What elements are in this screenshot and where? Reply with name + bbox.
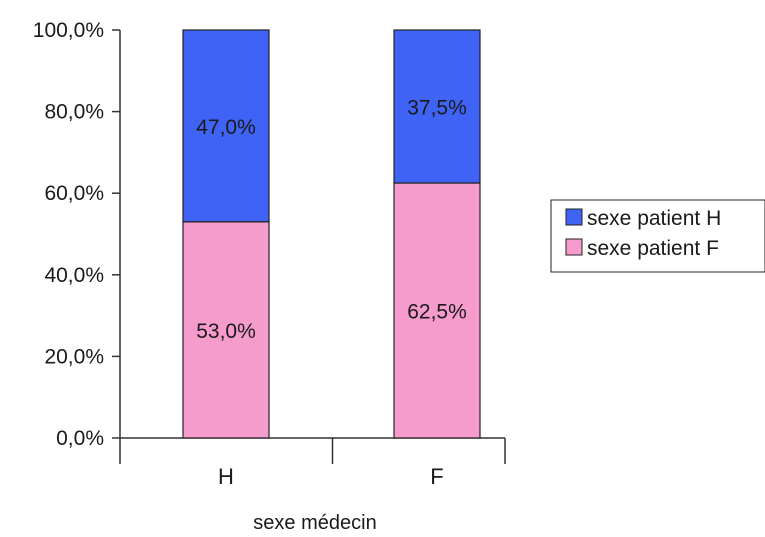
y-tick-label: 80,0% bbox=[44, 101, 104, 124]
x-axis-title: sexe médecin bbox=[253, 512, 376, 534]
x-tick-label: F bbox=[430, 464, 443, 489]
legend: sexe patient H sexe patient F bbox=[550, 199, 765, 273]
data-label: 37,5% bbox=[407, 97, 467, 120]
y-tick-label: 0,0% bbox=[56, 427, 104, 450]
legend-label: sexe patient F bbox=[587, 237, 719, 260]
legend-box bbox=[550, 199, 765, 273]
bar-segment bbox=[182, 221, 270, 439]
bar-segment bbox=[393, 182, 481, 439]
data-label: 62,5% bbox=[407, 301, 467, 324]
y-tick-label: 20,0% bbox=[44, 345, 104, 368]
y-tick-label: 40,0% bbox=[44, 264, 104, 287]
legend-label: sexe patient H bbox=[587, 207, 721, 230]
data-label: 53,0% bbox=[196, 320, 256, 343]
y-tick-label: 100,0% bbox=[33, 19, 104, 42]
bar-segment bbox=[182, 29, 270, 223]
x-tick-label: H bbox=[218, 464, 234, 489]
bar-segment bbox=[393, 29, 481, 184]
y-tick-label: 60,0% bbox=[44, 182, 104, 205]
data-label: 47,0% bbox=[196, 116, 256, 139]
plot-area: 0,0% 20,0% 40,0% 60,0% 80,0% 100,0% 53,0% 47,0%… bbox=[33, 19, 506, 489]
legend-swatch bbox=[565, 238, 583, 256]
legend-swatch bbox=[565, 208, 583, 226]
